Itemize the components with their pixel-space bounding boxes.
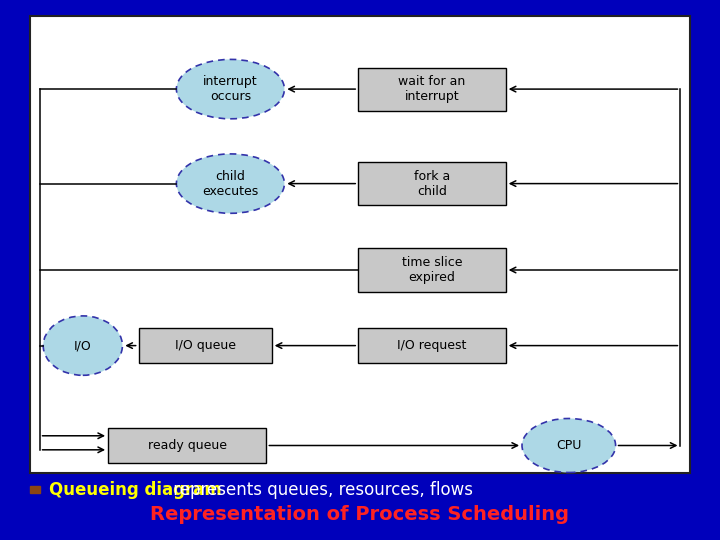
Ellipse shape: [522, 418, 616, 472]
FancyBboxPatch shape: [108, 428, 266, 463]
FancyBboxPatch shape: [138, 328, 271, 363]
Ellipse shape: [176, 154, 284, 213]
Text: fork a
child: fork a child: [414, 170, 450, 198]
Text: CPU: CPU: [556, 439, 582, 452]
Text: I/O request: I/O request: [397, 339, 467, 352]
Text: interrupt
occurs: interrupt occurs: [203, 75, 258, 103]
FancyBboxPatch shape: [359, 328, 505, 363]
Text: I/O queue: I/O queue: [175, 339, 235, 352]
FancyBboxPatch shape: [359, 248, 505, 292]
Text: wait for an
interrupt: wait for an interrupt: [398, 75, 466, 103]
Text: child
executes: child executes: [202, 170, 258, 198]
Ellipse shape: [176, 59, 284, 119]
Text: represents queues, resources, flows: represents queues, resources, flows: [168, 481, 473, 499]
Text: Representation of Process Scheduling: Representation of Process Scheduling: [150, 504, 570, 524]
Text: time slice
expired: time slice expired: [402, 256, 462, 284]
Text: I/O: I/O: [74, 339, 91, 352]
Ellipse shape: [43, 316, 122, 375]
FancyBboxPatch shape: [30, 16, 690, 472]
Text: ready queue: ready queue: [148, 439, 227, 452]
Text: Queueing diagram: Queueing diagram: [49, 481, 222, 499]
FancyBboxPatch shape: [359, 162, 505, 205]
FancyBboxPatch shape: [359, 68, 505, 111]
Bar: [30, 486, 40, 494]
